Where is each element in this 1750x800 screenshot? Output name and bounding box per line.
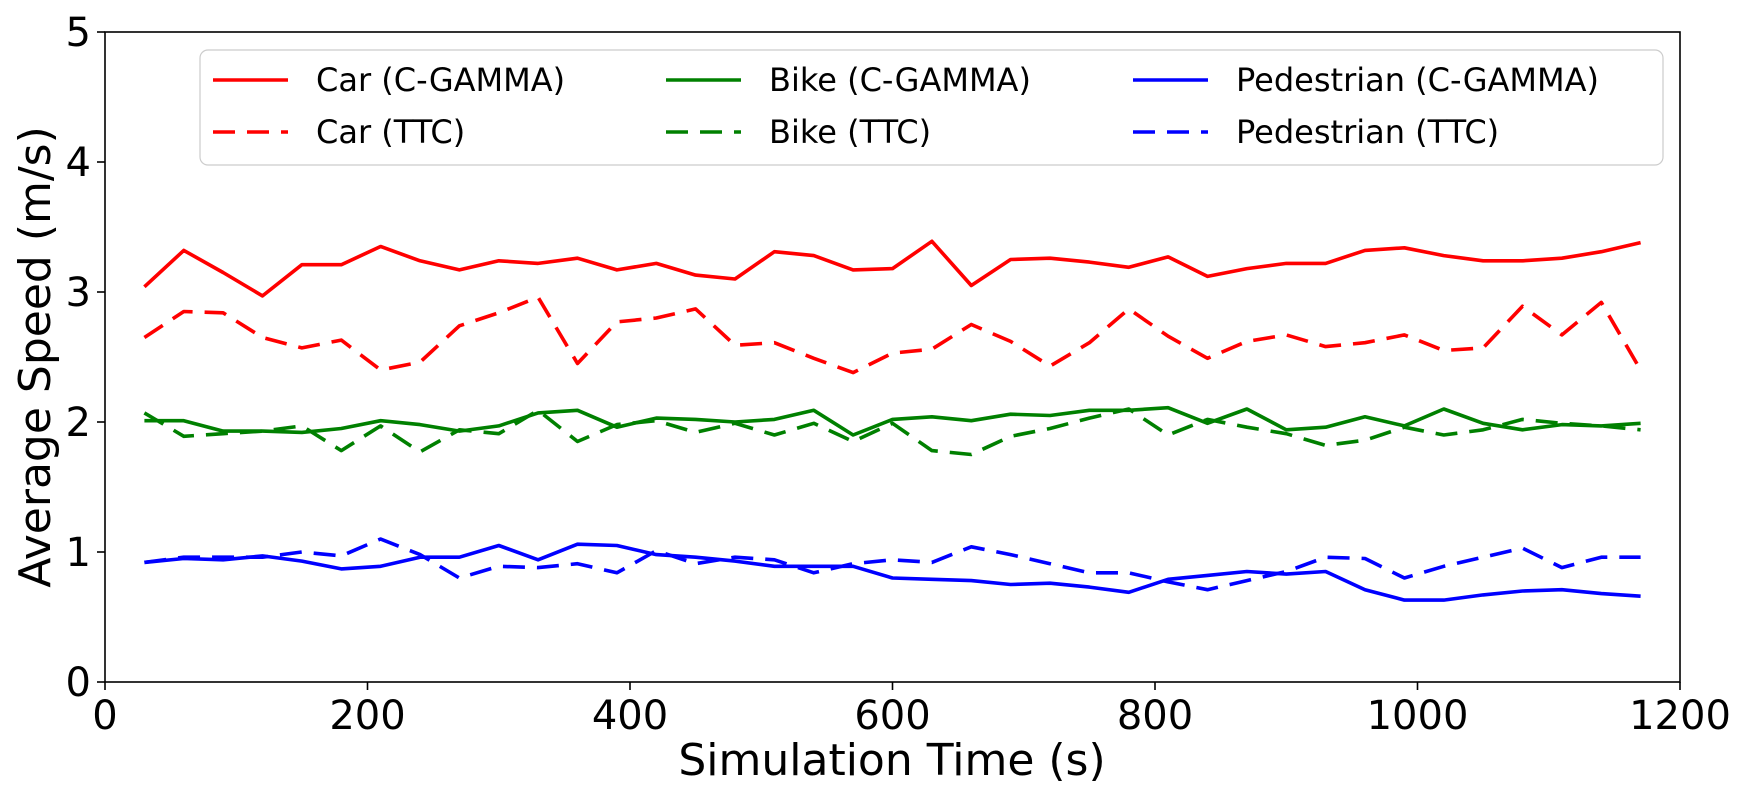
y-tick-label: 4 (66, 140, 91, 186)
series-line-pedestrian-c-gamma (144, 542, 1641, 602)
y-tick-label: 3 (66, 270, 91, 316)
y-tick-label: 1 (66, 530, 91, 576)
x-tick-label: 600 (854, 693, 930, 739)
y-tick-label: 0 (66, 660, 91, 706)
legend: Car (C-GAMMA) Car (TTC) Bike (C-GAMMA) Bike… (199, 49, 1664, 166)
series-line-bike-c-gamma (144, 405, 1641, 437)
y-axis: 0 1 2 3 4 5 (66, 10, 105, 706)
x-tick-label: 400 (592, 693, 668, 739)
series-layer (143, 239, 1643, 602)
x-axis-title: Simulation Time (s) (678, 735, 1105, 786)
legend-box (199, 49, 1664, 166)
y-tick-label: 5 (66, 10, 91, 56)
series-line-car-ttc (143, 295, 1643, 375)
x-tick-label: 200 (329, 693, 405, 739)
x-tick-label: 0 (92, 693, 117, 739)
legend-label: Car (TTC) (316, 113, 465, 151)
legend-label: Car (C-GAMMA) (316, 61, 565, 99)
y-tick-label: 2 (66, 400, 91, 446)
x-tick-label: 1000 (1367, 693, 1469, 739)
legend-label: Pedestrian (TTC) (1236, 113, 1499, 151)
x-tick-label: 800 (1117, 693, 1193, 739)
legend-label: Bike (TTC) (769, 113, 931, 151)
y-axis-title: Average Speed (m/s) (10, 126, 61, 588)
x-axis: 0 200 400 600 800 1000 1200 (92, 682, 1731, 739)
series-line-bike-ttc (143, 407, 1641, 457)
series-line-pedestrian-ttc (144, 537, 1641, 592)
legend-label: Bike (C-GAMMA) (769, 61, 1031, 99)
legend-label: Pedestrian (C-GAMMA) (1236, 61, 1599, 99)
x-tick-label: 1200 (1629, 693, 1731, 739)
series-line-car-c-gamma (143, 239, 1642, 298)
